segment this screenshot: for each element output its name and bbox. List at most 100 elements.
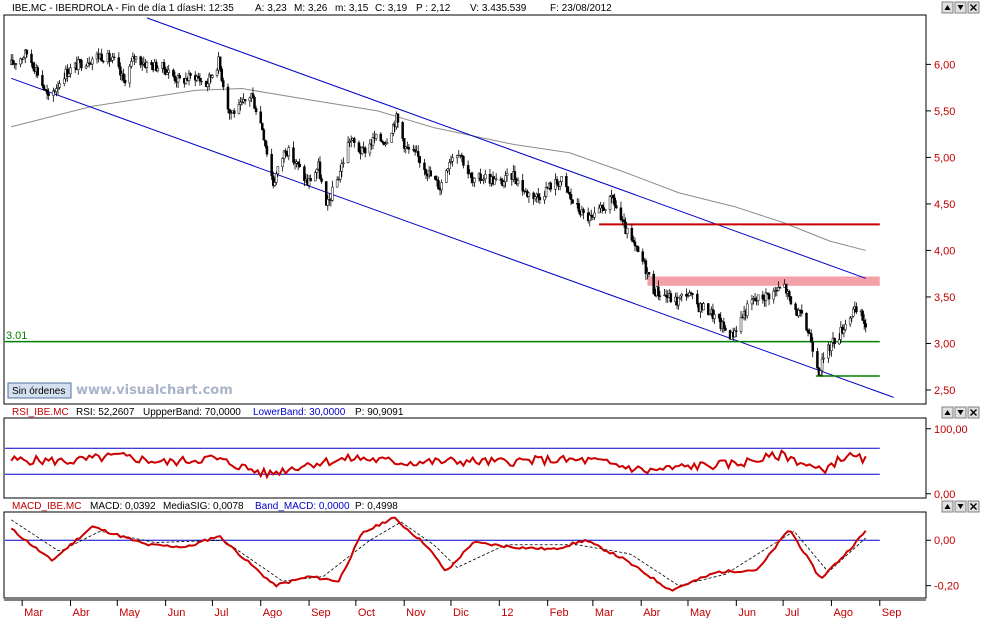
candle-body	[165, 72, 169, 75]
channel-upper-line	[146, 17, 866, 279]
candle-body	[261, 122, 264, 131]
arrow-up-icon[interactable]	[941, 1, 954, 14]
rsi-name: RSI_IBE.MC	[12, 407, 69, 418]
candle-body	[339, 171, 342, 180]
candle-body	[111, 56, 114, 61]
candle-body	[197, 75, 200, 79]
candle-body	[822, 357, 825, 360]
candle-body	[677, 297, 680, 306]
macd-band: Band_MACD: 0,0000	[255, 501, 350, 512]
candle-body	[722, 321, 726, 329]
candle-body	[264, 139, 267, 147]
candle-body	[664, 294, 668, 297]
candle-body	[761, 294, 765, 300]
candle-body	[652, 273, 655, 295]
date-tick-label: Dic	[453, 607, 469, 618]
candle-body	[416, 151, 420, 157]
date-tick-label: Sep	[882, 607, 902, 618]
date-tick-label: Jun	[168, 607, 186, 618]
candle-body	[36, 67, 39, 76]
candle-body	[597, 207, 601, 214]
close-icon[interactable]	[967, 500, 980, 513]
candle-body	[134, 56, 138, 60]
candle-body	[568, 191, 571, 195]
arrow-down-icon[interactable]	[954, 1, 967, 14]
rsi-tick-label: 0,00	[934, 489, 955, 501]
candle-body	[549, 182, 553, 190]
candle-body	[544, 187, 548, 197]
candle-body	[101, 60, 105, 63]
candle-body	[505, 173, 509, 176]
candle-body	[232, 110, 236, 114]
candle-body	[337, 179, 340, 181]
arrow-down-icon[interactable]	[954, 500, 967, 513]
candle-body	[87, 62, 91, 64]
close-icon[interactable]	[967, 1, 980, 14]
main-header: IBE.MC - IBERDROLA - Fin de día 1 días H…	[12, 3, 612, 14]
candle-body	[455, 154, 459, 159]
candle-body	[200, 80, 203, 83]
candle-body	[30, 53, 33, 64]
candle-body	[270, 153, 273, 177]
candle-body	[314, 172, 317, 182]
candle-body	[112, 56, 116, 59]
header-h: H: 12:35	[196, 3, 234, 14]
arrow-up-icon[interactable]	[941, 406, 954, 419]
candle-body	[789, 296, 793, 305]
candle-body	[448, 162, 451, 169]
candle-body	[47, 93, 50, 96]
candle-body	[745, 303, 749, 317]
macd-axis: 0,00 -0,20	[926, 535, 959, 593]
rsi-tick-label: 100,00	[934, 424, 968, 436]
candle-body	[717, 314, 721, 319]
candle-body	[390, 133, 393, 143]
candle-body	[611, 195, 615, 199]
candle-body	[412, 148, 415, 151]
candle-body	[445, 170, 448, 183]
candle-body	[451, 157, 454, 162]
candle-body	[797, 309, 800, 317]
candle-body	[31, 62, 35, 69]
candle-body	[91, 58, 94, 65]
rsi-panel: 100,00 0,00	[3, 417, 968, 501]
candle-body	[724, 327, 727, 331]
date-tick-label: Ago	[263, 607, 283, 618]
candle-body	[178, 75, 181, 79]
candle-body	[385, 142, 389, 144]
candle-body	[254, 108, 258, 113]
candle-body	[281, 158, 284, 167]
candle-body	[708, 313, 712, 315]
candle-body	[707, 303, 710, 315]
date-tick-label: Oct	[358, 607, 375, 618]
candle-body	[647, 272, 651, 275]
candle-body	[615, 205, 618, 209]
candle-body	[287, 147, 291, 157]
header-min: m: 3,15	[335, 3, 369, 14]
candle-body	[861, 310, 864, 321]
candle-body	[864, 323, 867, 328]
candle-body	[396, 113, 400, 123]
arrow-up-icon[interactable]	[941, 500, 954, 513]
candle-body	[237, 104, 241, 114]
candle-body	[608, 196, 612, 210]
candle-body	[45, 89, 49, 94]
candle-body	[819, 370, 822, 376]
date-tick-label: May	[119, 607, 140, 618]
candle-body	[533, 196, 537, 200]
candle-body	[842, 329, 846, 334]
candle-body	[484, 173, 487, 180]
macd-signal-line	[11, 519, 867, 587]
candle-body	[357, 142, 361, 152]
candle-body	[220, 68, 223, 81]
candle-body	[543, 196, 546, 201]
close-icon[interactable]	[967, 406, 980, 419]
candle-body	[778, 287, 782, 289]
candle-body	[593, 212, 596, 218]
candle-body	[215, 69, 219, 76]
orders-button[interactable]: Sin órdenes	[7, 382, 72, 399]
candle-body	[685, 293, 688, 297]
arrow-down-icon[interactable]	[954, 406, 967, 419]
candle-body	[635, 245, 638, 247]
candle-body	[123, 79, 127, 84]
